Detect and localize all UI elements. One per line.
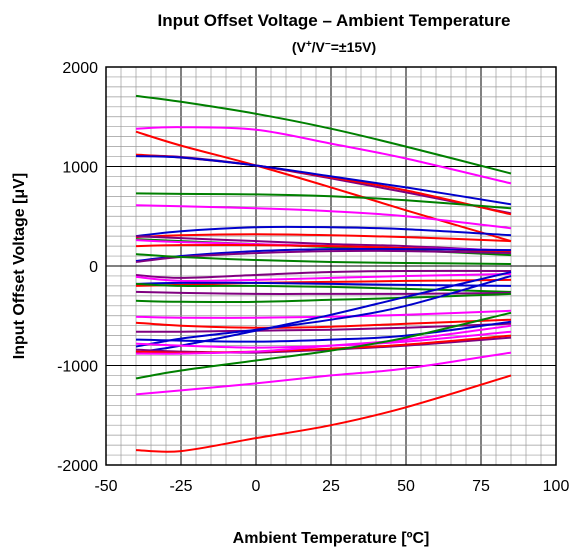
- series-line-7: [135, 192, 512, 210]
- chart-title: Input Offset Voltage – Ambient Temperatu…: [158, 11, 511, 30]
- x-tick-label: 75: [472, 478, 490, 495]
- series-line-33: [135, 324, 512, 355]
- series-line-35: [135, 311, 512, 380]
- x-tick-label: 25: [322, 478, 340, 495]
- x-tick-label: -25: [169, 478, 192, 495]
- series-line-22: [135, 282, 512, 293]
- x-tick-label: 0: [252, 478, 261, 495]
- series-line-1: [135, 94, 512, 175]
- series-line-26: [135, 318, 512, 329]
- x-tick-label: 100: [543, 478, 570, 495]
- series-line-11: [135, 235, 512, 253]
- subtitle-superscript-plus: +: [306, 39, 312, 50]
- y-axis-label: Input Offset Voltage [μV]: [11, 173, 28, 359]
- y-tick-label: 2000: [62, 60, 98, 77]
- series-line-17: [135, 253, 512, 265]
- series-line-36: [135, 351, 512, 396]
- series-line-28: [135, 275, 512, 348]
- series-layer: [135, 94, 512, 453]
- series-line-2: [135, 126, 512, 185]
- series-line-8: [135, 204, 512, 230]
- x-tick-label: -50: [94, 478, 117, 495]
- series-line-32: [135, 334, 512, 354]
- x-axis-label: Ambient Temperature [ºC]: [233, 530, 430, 547]
- chart-subtitle: (V+/V−=±15V): [292, 39, 376, 55]
- y-tick-label: -2000: [57, 458, 98, 475]
- plot-frame: [105, 66, 557, 466]
- series-line-21: [135, 281, 512, 287]
- series-line-10: [135, 233, 512, 243]
- series-line-9: [135, 225, 512, 238]
- x-tick-label: 50: [397, 478, 415, 495]
- tick-labels: -50 -25 0 25 50 75 100 2000 1000 0 -1000 -2000: [57, 60, 569, 495]
- series-line-6: [135, 155, 512, 206]
- subtitle-superscript-minus: −: [325, 39, 331, 50]
- series-line-27: [135, 322, 512, 333]
- series-line-30: [135, 330, 512, 349]
- series-line-24: [135, 292, 512, 304]
- series-line-25: [135, 309, 512, 319]
- y-tick-label: 0: [89, 259, 98, 276]
- subtitle-part-1: (V: [292, 39, 307, 55]
- series-line-19: [135, 273, 512, 283]
- series-line-37: [135, 374, 512, 453]
- series-line-31: [135, 336, 512, 354]
- y-tick-label: 1000: [62, 160, 98, 177]
- series-line-18: [135, 269, 512, 279]
- subtitle-part-2: /V: [312, 39, 326, 55]
- subtitle-part-3: =±15V): [331, 39, 376, 55]
- y-tick-label: -1000: [57, 359, 98, 376]
- series-line-23: [135, 290, 512, 295]
- series-line-3: [135, 130, 512, 243]
